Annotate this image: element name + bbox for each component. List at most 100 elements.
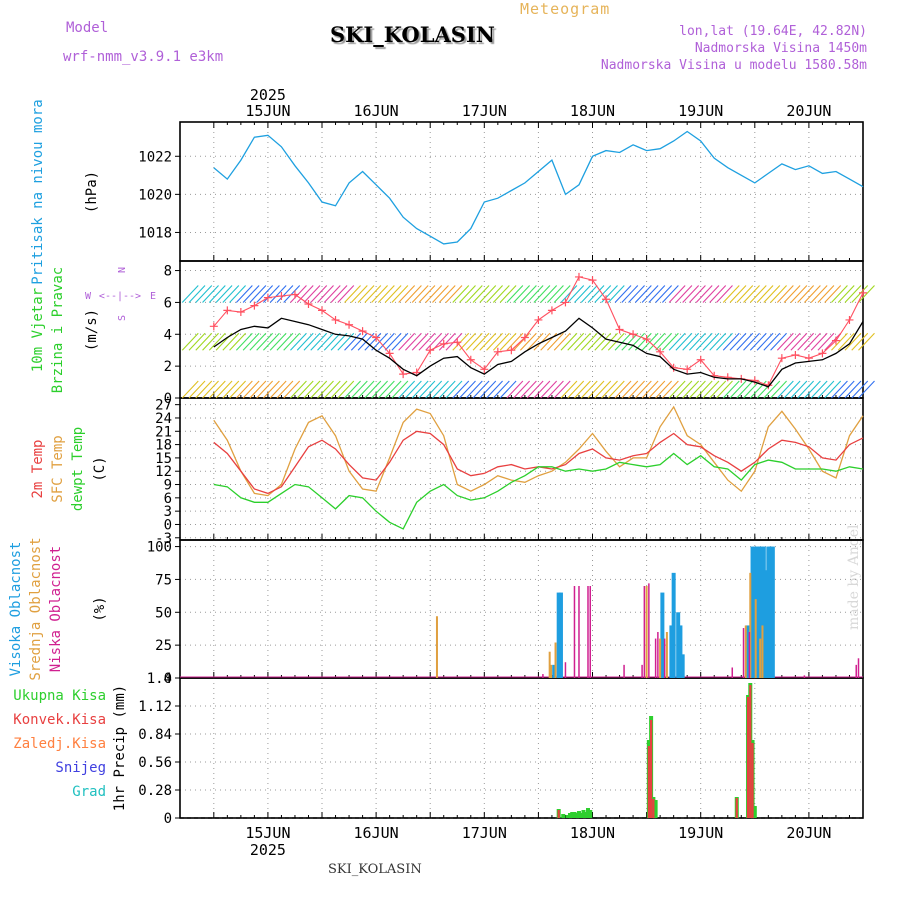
wind-gust-line-marker — [777, 354, 786, 363]
wind-barb — [824, 285, 842, 303]
wind-barb — [553, 332, 571, 351]
wind-barb — [810, 332, 828, 351]
wind-barb — [790, 380, 808, 399]
wind-barb — [695, 380, 713, 399]
wind-label-1: 10m Vjetar — [30, 288, 46, 372]
wind-barb — [330, 285, 348, 303]
wind-barb — [810, 285, 828, 303]
dir-arrows: <--|--> — [99, 291, 141, 302]
wind-barb — [465, 332, 483, 351]
wind-barb — [249, 380, 267, 399]
wind-barb — [276, 380, 294, 399]
wind-barb — [837, 332, 855, 351]
wind-barb — [526, 285, 544, 303]
wind-barb — [229, 285, 246, 303]
wind-barb — [803, 332, 821, 351]
pressure-unit: (hPa) — [84, 171, 100, 213]
wind-barb — [249, 285, 267, 303]
wind-barb — [432, 285, 449, 303]
dir-east: E — [150, 291, 156, 302]
cloud-bar — [764, 570, 769, 678]
wind-barb — [634, 332, 652, 351]
wind-barb — [831, 285, 848, 303]
wind-barb — [195, 285, 213, 303]
wind-barb — [405, 332, 422, 351]
wind-barb — [323, 332, 341, 351]
wind-barb — [837, 285, 855, 303]
wind-gust-line-marker — [642, 335, 651, 344]
wind-barb — [567, 380, 585, 399]
wind-gust-line-marker — [277, 292, 286, 301]
wind-barb — [756, 285, 774, 303]
cloud-bar — [578, 586, 580, 678]
wind-barb — [296, 380, 314, 399]
wind-barb — [425, 380, 443, 399]
wind-barb — [709, 285, 727, 303]
wind-barb — [675, 285, 693, 303]
wind-barb — [506, 332, 524, 351]
wind-barb — [540, 380, 558, 399]
meteogram-label: Meteogram — [520, 0, 611, 18]
cloud-bar — [554, 642, 557, 678]
wind-barb — [675, 332, 693, 351]
cloud-label-high: Visoka Oblacnost — [8, 542, 24, 677]
wind-barb — [621, 332, 639, 351]
cloud-bar — [759, 638, 762, 678]
wind-barb — [445, 380, 463, 399]
precip-bar — [653, 800, 658, 818]
wind-barb — [614, 285, 632, 303]
precip-legend-4: Grad — [72, 784, 106, 800]
wind-barb — [776, 332, 794, 351]
wind-barb — [797, 332, 815, 351]
dir-south: S — [117, 315, 128, 321]
wind-barb — [858, 380, 875, 399]
wind-barb — [229, 332, 246, 351]
wind-barb — [614, 380, 632, 399]
panel-frame — [179, 260, 864, 399]
wind-barb — [235, 285, 253, 303]
wind-barb — [729, 380, 747, 399]
wind-barb — [310, 380, 328, 399]
wind-barb — [743, 380, 760, 399]
wind-barb — [587, 332, 605, 351]
y-tick-label: 12 — [155, 464, 172, 480]
precip-bar — [650, 720, 653, 818]
wind-barb — [580, 285, 598, 303]
cloud-bar — [669, 625, 674, 678]
wind-barb — [519, 285, 537, 303]
y-tick-label: 2 — [164, 359, 172, 375]
wind-barb — [553, 380, 571, 399]
sfc-temp-line — [213, 405, 864, 497]
wind-barb — [601, 380, 618, 399]
wind-barb — [472, 285, 490, 303]
wind-barb — [499, 285, 517, 303]
wind-barb — [560, 380, 578, 399]
wind-speed-line — [213, 317, 864, 388]
wind-gust-line-marker — [439, 339, 448, 348]
y-tick-label: 0 — [164, 671, 172, 687]
cloud-bar — [548, 651, 551, 678]
cloud-bar — [761, 546, 766, 678]
wind-barb — [675, 380, 693, 399]
precip-legend-1: Konvek.Kisa — [13, 712, 106, 728]
wind-barb — [661, 332, 679, 351]
y-tick-label: 4 — [164, 327, 172, 343]
wind-barb — [689, 380, 706, 399]
wind-barb — [411, 332, 429, 351]
wind-gust-line-marker — [345, 320, 354, 329]
wind-barb — [317, 285, 334, 303]
cloud-bar — [678, 625, 683, 678]
wind-barb — [357, 285, 375, 303]
wind-barb — [472, 332, 490, 351]
wind-barb — [648, 285, 666, 303]
temp-unit: (C) — [92, 456, 108, 481]
cloud-bar — [766, 546, 771, 678]
dir-west: W — [85, 291, 92, 302]
wind-barb — [296, 285, 314, 303]
cloud-unit: (%) — [92, 596, 108, 621]
wind-barb — [722, 332, 740, 351]
wind-barb — [831, 380, 848, 399]
cloud-bar — [648, 583, 650, 678]
wind-barb — [587, 285, 605, 303]
wind-barb — [749, 332, 767, 351]
